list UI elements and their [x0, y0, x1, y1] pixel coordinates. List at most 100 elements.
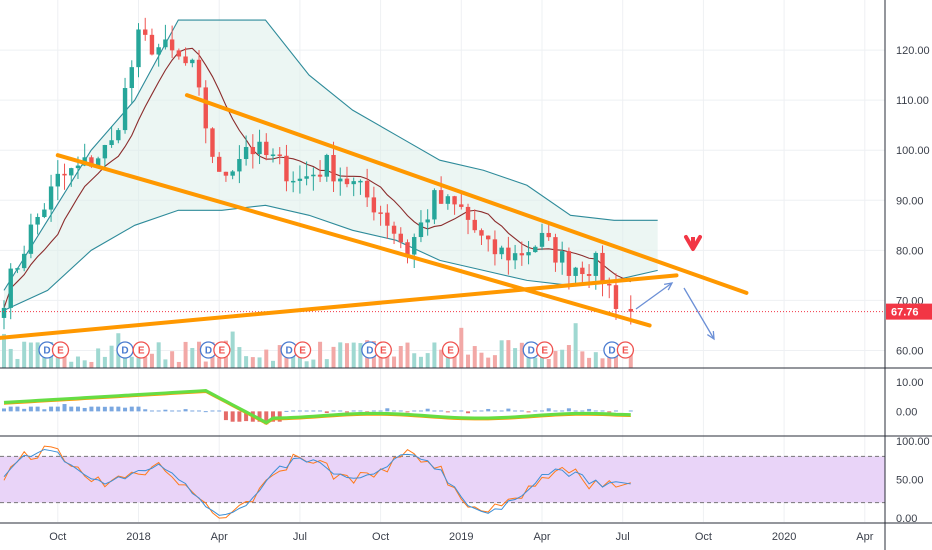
macd-histogram-bar [123, 407, 128, 412]
macd-histogram-bar [432, 410, 437, 412]
candle-body [149, 34, 155, 55]
candle-body [210, 128, 215, 157]
macd-histogram-bar [324, 411, 329, 413]
candle-body [526, 252, 531, 256]
candle-body [290, 180, 296, 183]
price-tick-label: 90.00 [896, 195, 924, 207]
volume-bar [176, 361, 181, 368]
macd-histogram-bar [486, 408, 491, 412]
candle-body [459, 204, 464, 207]
macd-histogram-bar [573, 410, 578, 412]
candle-body [277, 154, 282, 156]
volume-bar [331, 346, 336, 368]
candle-body [304, 176, 309, 179]
event-marker-label: D [43, 346, 50, 357]
trendline [184, 93, 749, 295]
volume-bar [344, 343, 349, 368]
event-marker: E [616, 341, 635, 359]
candle-body [230, 171, 235, 176]
event-marker-circle [51, 341, 70, 359]
macd-histogram-bar [392, 410, 397, 412]
macd-histogram-bar [28, 406, 33, 412]
candle-body [405, 242, 410, 255]
volume-bar [277, 345, 282, 368]
macd-histogram-bar [264, 411, 269, 425]
candle-body [580, 267, 585, 275]
macd-histogram-bar [412, 410, 417, 412]
candle-body [398, 233, 403, 243]
candle-body [418, 222, 424, 238]
candle-body [95, 158, 101, 167]
candle-body [8, 268, 13, 308]
macd-histogram-bar [8, 406, 13, 412]
candle-body [628, 308, 633, 312]
volume-bar [506, 340, 511, 368]
volume-bar [519, 342, 524, 368]
volume-bar [486, 357, 491, 368]
candle-body [48, 186, 54, 210]
event-marker: D [116, 341, 134, 359]
candle-body [385, 212, 390, 226]
macd-histogram-bar [540, 410, 544, 412]
event-marker: E [374, 341, 392, 359]
volume-bar [271, 360, 275, 368]
macd-histogram-bar [452, 410, 457, 412]
event-marker: E [132, 341, 150, 359]
candle-body [613, 285, 619, 309]
x-tick-label: Apr [533, 531, 550, 543]
candle-body [586, 274, 592, 276]
event-marker-label: D [366, 346, 373, 357]
candle-body [122, 88, 128, 131]
volume-bar [203, 361, 208, 368]
macd-histogram-bar [210, 410, 215, 412]
macd-histogram-bar [566, 408, 571, 412]
macd-histogram-bar [35, 406, 40, 412]
x-tick-label: Oct [695, 531, 712, 543]
macd-histogram-bar [2, 408, 6, 412]
candle-body [109, 140, 114, 145]
candle-body [425, 219, 430, 223]
macd-histogram-bar [351, 410, 356, 412]
macd-histogram-bar [89, 406, 94, 412]
macd-histogram-bar [149, 410, 154, 412]
macd-histogram-bar [129, 406, 134, 412]
macd-histogram-bar [163, 409, 168, 412]
volume-bar [358, 343, 363, 368]
event-marker-circle [441, 341, 460, 359]
x-tick-label: Oct [49, 531, 66, 543]
candle-body [519, 253, 525, 256]
x-tick-label: Apr [856, 531, 873, 543]
event-marker-label: E [138, 346, 145, 357]
candle-body [506, 247, 511, 261]
trendline [0, 273, 679, 340]
event-marker-label: E [541, 346, 548, 357]
volume-bar [264, 349, 269, 368]
macd-histogram-bar [338, 410, 343, 412]
event-marker-label: E [622, 346, 629, 357]
volume-bar [35, 342, 40, 368]
macd-histogram-bar [472, 410, 477, 412]
volume-bar [412, 353, 417, 368]
macd-histogram-bar [358, 410, 363, 412]
last-price-tag-bg [886, 303, 932, 320]
candle-body [324, 154, 329, 177]
event-marker-label: E [380, 346, 387, 357]
macd-histogram-bar [297, 410, 302, 412]
candle-body [116, 130, 121, 141]
macd-histogram-bar [587, 408, 592, 412]
event-marker-label: D [608, 346, 615, 357]
event-marker-label: D [528, 346, 535, 357]
candle-body [533, 246, 538, 253]
volume-bar [560, 349, 565, 368]
candle-body [257, 141, 262, 155]
candle-body [566, 251, 572, 276]
volume-bar [432, 342, 437, 368]
projection-arrow [635, 282, 673, 310]
volume-bar [445, 354, 450, 368]
macd-histogram-bar [607, 411, 612, 413]
volume-bar [237, 347, 242, 368]
volume-bar [600, 358, 605, 368]
